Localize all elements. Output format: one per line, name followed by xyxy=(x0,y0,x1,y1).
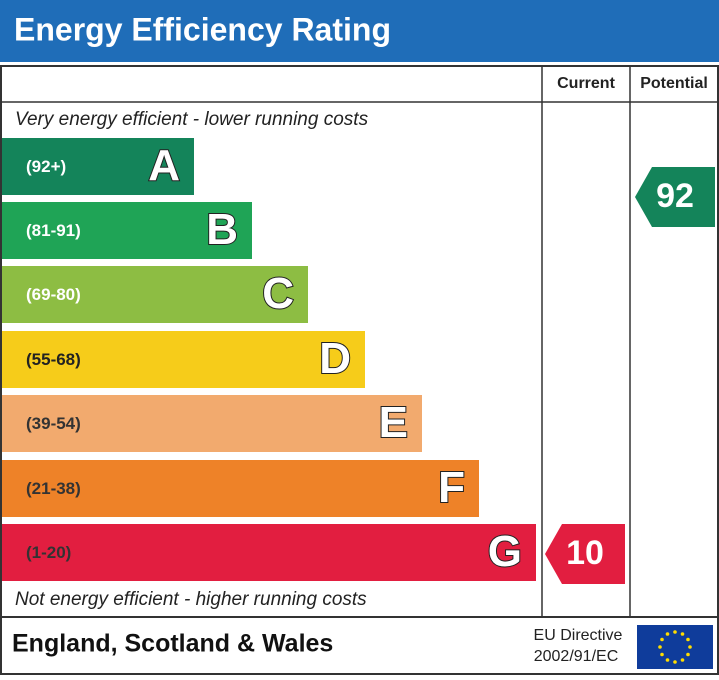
current-arrow xyxy=(545,524,625,584)
band-letter: G xyxy=(488,527,522,576)
potential-arrow xyxy=(635,167,715,227)
frame xyxy=(0,65,719,675)
eu-star xyxy=(665,632,670,636)
column-header: Potential xyxy=(640,75,708,92)
band-bar xyxy=(2,395,422,452)
eu-star xyxy=(665,658,670,662)
eu-star xyxy=(658,645,662,649)
band-range: (55-68) xyxy=(26,350,81,369)
eu-star xyxy=(686,637,690,642)
footer-region: England, Scotland & Wales xyxy=(12,630,333,658)
potential-value: 92 xyxy=(656,177,694,215)
eu-stars xyxy=(658,630,692,664)
band-range: (81-91) xyxy=(26,221,81,240)
title: Energy Efficiency Rating xyxy=(14,11,391,47)
band-letter: F xyxy=(438,463,465,512)
band-bar xyxy=(2,331,365,388)
band-bar xyxy=(2,460,479,517)
footer-directive: EU Directive xyxy=(534,627,623,644)
band-range: (92+) xyxy=(26,157,66,176)
band-letter: C xyxy=(262,269,294,318)
top-note: Very energy efficient - lower running co… xyxy=(15,109,369,130)
eu-star xyxy=(680,658,685,662)
column-header: Current xyxy=(557,75,615,92)
band-bar xyxy=(2,524,536,581)
eu-star xyxy=(686,652,690,657)
footer-directive: 2002/91/EC xyxy=(534,648,619,665)
band-range: (39-54) xyxy=(26,414,81,433)
band-letter: E xyxy=(379,398,408,447)
bottom-note: Not energy efficient - higher running co… xyxy=(15,589,367,610)
bands: (92+) A (81-91) B (69-80) C (55-68) D (39-54) E (2… xyxy=(2,138,536,581)
band-letter: D xyxy=(319,334,351,383)
band-bar xyxy=(2,138,194,195)
eu-star xyxy=(680,632,685,636)
eu-star xyxy=(660,652,664,657)
title-bar xyxy=(0,0,719,62)
eu-star xyxy=(673,630,677,634)
band-range: (69-80) xyxy=(26,285,81,304)
band-bar xyxy=(2,202,252,259)
band-range: (21-38) xyxy=(26,479,81,498)
current-value: 10 xyxy=(566,534,604,572)
band-bar xyxy=(2,266,308,323)
band-letter: B xyxy=(206,205,238,254)
band-range: (1-20) xyxy=(26,543,71,562)
eu-star xyxy=(673,660,677,664)
eu-star xyxy=(688,645,692,649)
band-letter: A xyxy=(148,141,180,190)
eu-star xyxy=(660,637,664,642)
